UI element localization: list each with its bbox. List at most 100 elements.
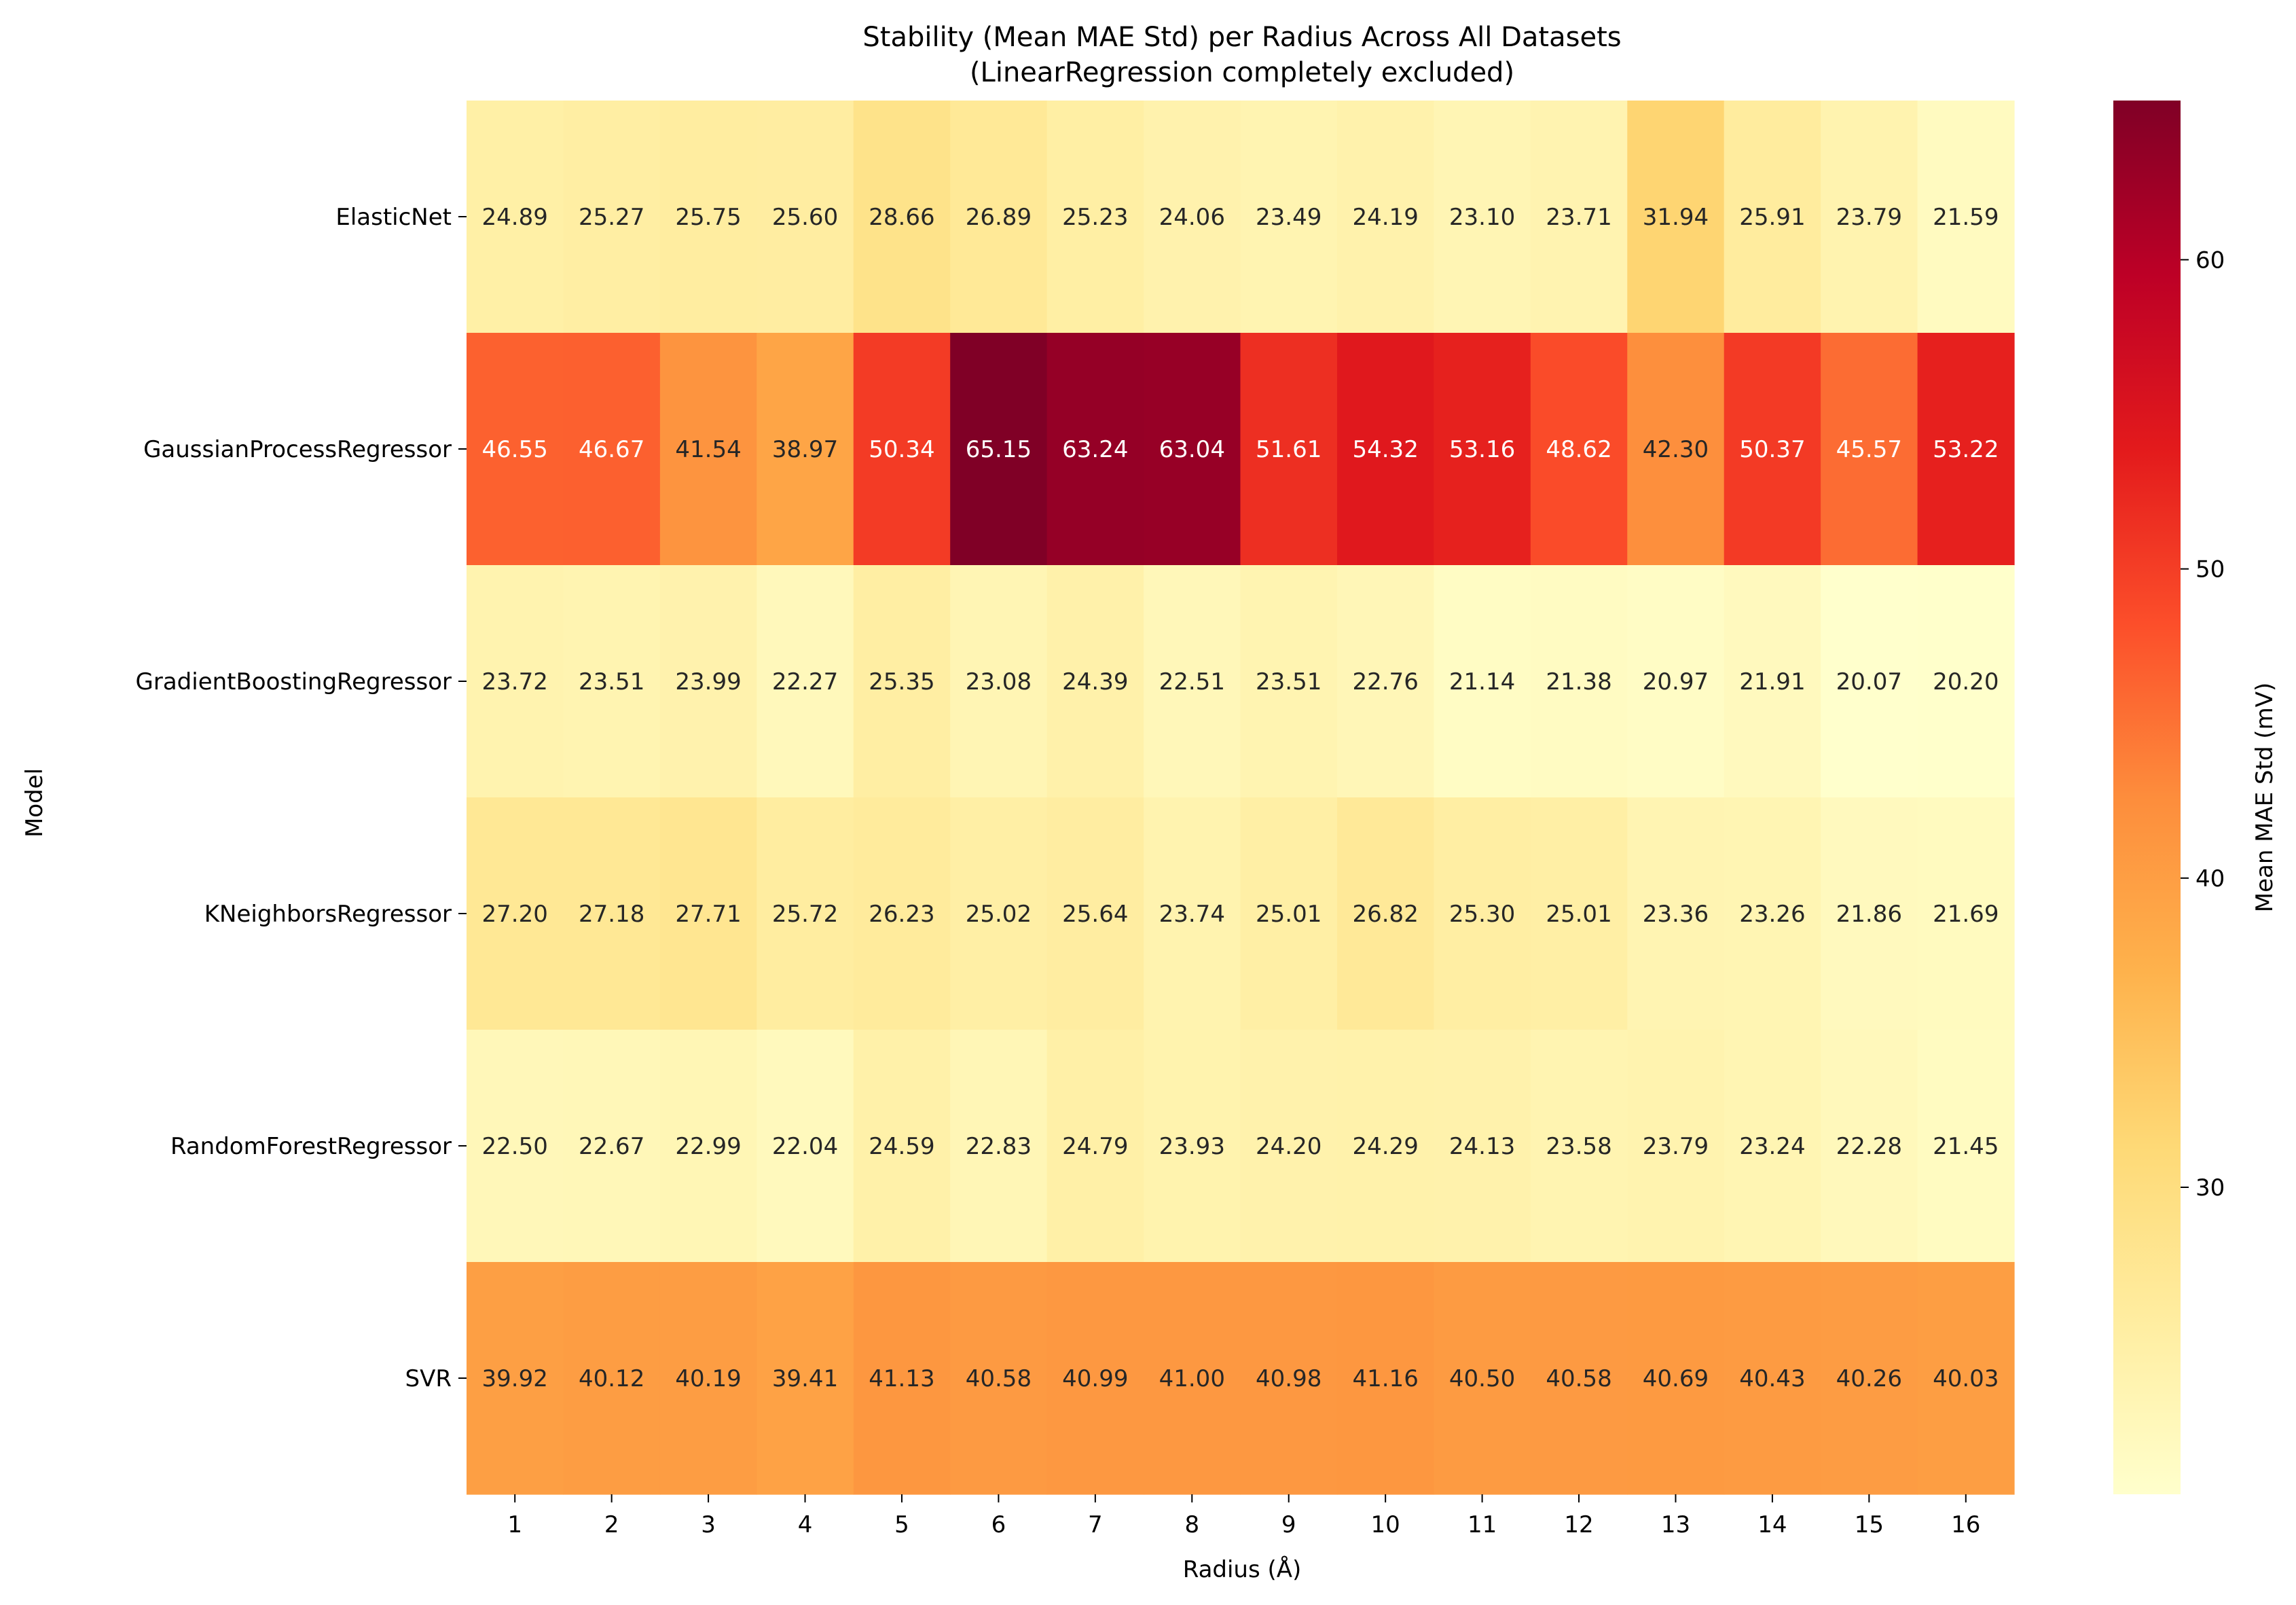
heatmap-cell xyxy=(1434,333,1531,566)
heatmap-cell xyxy=(1046,333,1144,566)
cell-value-label: 53.22 xyxy=(1933,436,1999,463)
cell-value-label: 20.20 xyxy=(1933,668,1999,696)
cell-value-label: 22.50 xyxy=(482,1133,548,1160)
heatmap-cell xyxy=(757,565,854,798)
cell-value-label: 22.28 xyxy=(1836,1133,1902,1160)
heatmap-cells xyxy=(467,101,2015,1495)
heatmap-cell xyxy=(1144,797,1241,1030)
heatmap-cell xyxy=(1240,333,1338,566)
cell-value-label: 41.00 xyxy=(1159,1365,1225,1392)
cell-value-label: 40.58 xyxy=(1546,1365,1611,1392)
cell-value-label: 23.93 xyxy=(1159,1133,1225,1160)
heatmap-cell xyxy=(950,333,1048,566)
cell-value-label: 25.75 xyxy=(675,204,741,231)
cell-value-label: 48.62 xyxy=(1546,436,1611,463)
y-tick-label: RandomForestRegressor xyxy=(170,1133,452,1160)
cell-value-label: 25.01 xyxy=(1256,901,1322,928)
heatmap-cell xyxy=(1530,333,1628,566)
heatmap-cell xyxy=(1917,101,2015,333)
heatmap-cell xyxy=(1917,1030,2015,1263)
heatmap-cell xyxy=(1821,1262,1918,1495)
cell-value-label: 24.89 xyxy=(482,204,548,231)
y-tick-label: GradientBoostingRegressor xyxy=(136,668,452,696)
heatmap-cell xyxy=(563,797,661,1030)
cell-value-label: 21.91 xyxy=(1739,668,1805,696)
x-tick-label: 7 xyxy=(1088,1511,1103,1538)
cell-value-label: 23.24 xyxy=(1739,1133,1805,1160)
cell-value-label: 23.51 xyxy=(579,668,644,696)
heatmap-cell xyxy=(950,1030,1048,1263)
heatmap-cell xyxy=(853,333,951,566)
heatmap-cell xyxy=(467,565,564,798)
heatmap-cell xyxy=(853,565,951,798)
heatmap-cell xyxy=(1434,1262,1531,1495)
x-tick-label: 5 xyxy=(894,1511,909,1538)
cell-value-label: 25.01 xyxy=(1546,901,1611,928)
cell-value-label: 24.29 xyxy=(1352,1133,1418,1160)
cell-value-label: 40.58 xyxy=(966,1365,1032,1392)
cell-value-label: 23.36 xyxy=(1643,901,1709,928)
colorbar-ticks: 30 40 50 60 xyxy=(2181,247,2225,1202)
heatmap-cell xyxy=(1144,1262,1241,1495)
chart-title: Stability (Mean MAE Std) per Radius Acro… xyxy=(862,22,1621,53)
x-axis-ticks: 1 2 3 4 5 6 7 8 9 10 11 12 13 14 15 16 xyxy=(507,1494,1980,1538)
heatmap-cell xyxy=(1144,1030,1241,1263)
heatmap-cell xyxy=(1724,1262,1821,1495)
heatmap-cell xyxy=(853,1262,951,1495)
heatmap-cell xyxy=(853,101,951,333)
colorbar-tick-label: 30 xyxy=(2195,1174,2225,1202)
cell-value-label: 21.69 xyxy=(1933,901,1999,928)
y-axis-label: Model xyxy=(21,768,48,837)
heatmap-cell xyxy=(1240,797,1338,1030)
heatmap-cell xyxy=(1530,565,1628,798)
heatmap-cell xyxy=(563,1262,661,1495)
cell-value-label: 21.59 xyxy=(1933,204,1999,231)
cell-value-label: 23.79 xyxy=(1836,204,1902,231)
heatmap-cell xyxy=(1917,797,2015,1030)
cell-value-label: 23.58 xyxy=(1546,1133,1611,1160)
heatmap-cell xyxy=(1240,1030,1338,1263)
x-tick-label: 9 xyxy=(1281,1511,1296,1538)
cell-value-label: 46.55 xyxy=(482,436,548,463)
cell-annotations: 24.89 25.27 25.75 25.60 28.66 26.89 25.23 24.06… xyxy=(482,204,1999,1392)
cell-value-label: 26.89 xyxy=(966,204,1032,231)
cell-value-label: 24.19 xyxy=(1352,204,1418,231)
heatmap-cell xyxy=(659,333,757,566)
heatmap-cell xyxy=(1336,565,1434,798)
cell-value-label: 40.99 xyxy=(1062,1365,1128,1392)
cell-value-label: 65.15 xyxy=(966,436,1032,463)
heatmap-cell xyxy=(1144,565,1241,798)
heatmap-cell xyxy=(1627,333,1725,566)
heatmap-cell xyxy=(1336,1030,1434,1263)
cell-value-label: 26.23 xyxy=(869,901,934,928)
cell-value-label: 40.26 xyxy=(1836,1365,1902,1392)
heatmap-cell xyxy=(1144,333,1241,566)
cell-value-label: 63.24 xyxy=(1062,436,1128,463)
heatmap-cell xyxy=(1627,797,1725,1030)
heatmap-cell xyxy=(1627,565,1725,798)
cell-value-label: 42.30 xyxy=(1643,436,1709,463)
x-tick-label: 14 xyxy=(1757,1511,1787,1538)
heatmap-cell xyxy=(757,1262,854,1495)
cell-value-label: 40.50 xyxy=(1449,1365,1515,1392)
heatmap-cell xyxy=(563,1030,661,1263)
cell-value-label: 25.60 xyxy=(772,204,838,231)
cell-value-label: 27.20 xyxy=(482,901,548,928)
cell-value-label: 23.79 xyxy=(1643,1133,1709,1160)
x-tick-label: 8 xyxy=(1184,1511,1199,1538)
cell-value-label: 23.74 xyxy=(1159,901,1225,928)
heatmap-cell xyxy=(1724,565,1821,798)
cell-value-label: 24.59 xyxy=(869,1133,934,1160)
cell-value-label: 24.39 xyxy=(1062,668,1128,696)
cell-value-label: 27.71 xyxy=(675,901,741,928)
cell-value-label: 28.66 xyxy=(869,204,934,231)
heatmap-cell xyxy=(659,565,757,798)
heatmap-cell xyxy=(1917,333,2015,566)
heatmap-cell xyxy=(1240,565,1338,798)
cell-value-label: 31.94 xyxy=(1643,204,1709,231)
cell-value-label: 50.37 xyxy=(1739,436,1805,463)
heatmap-cell xyxy=(1530,1262,1628,1495)
cell-value-label: 23.49 xyxy=(1256,204,1322,231)
cell-value-label: 24.20 xyxy=(1256,1133,1322,1160)
